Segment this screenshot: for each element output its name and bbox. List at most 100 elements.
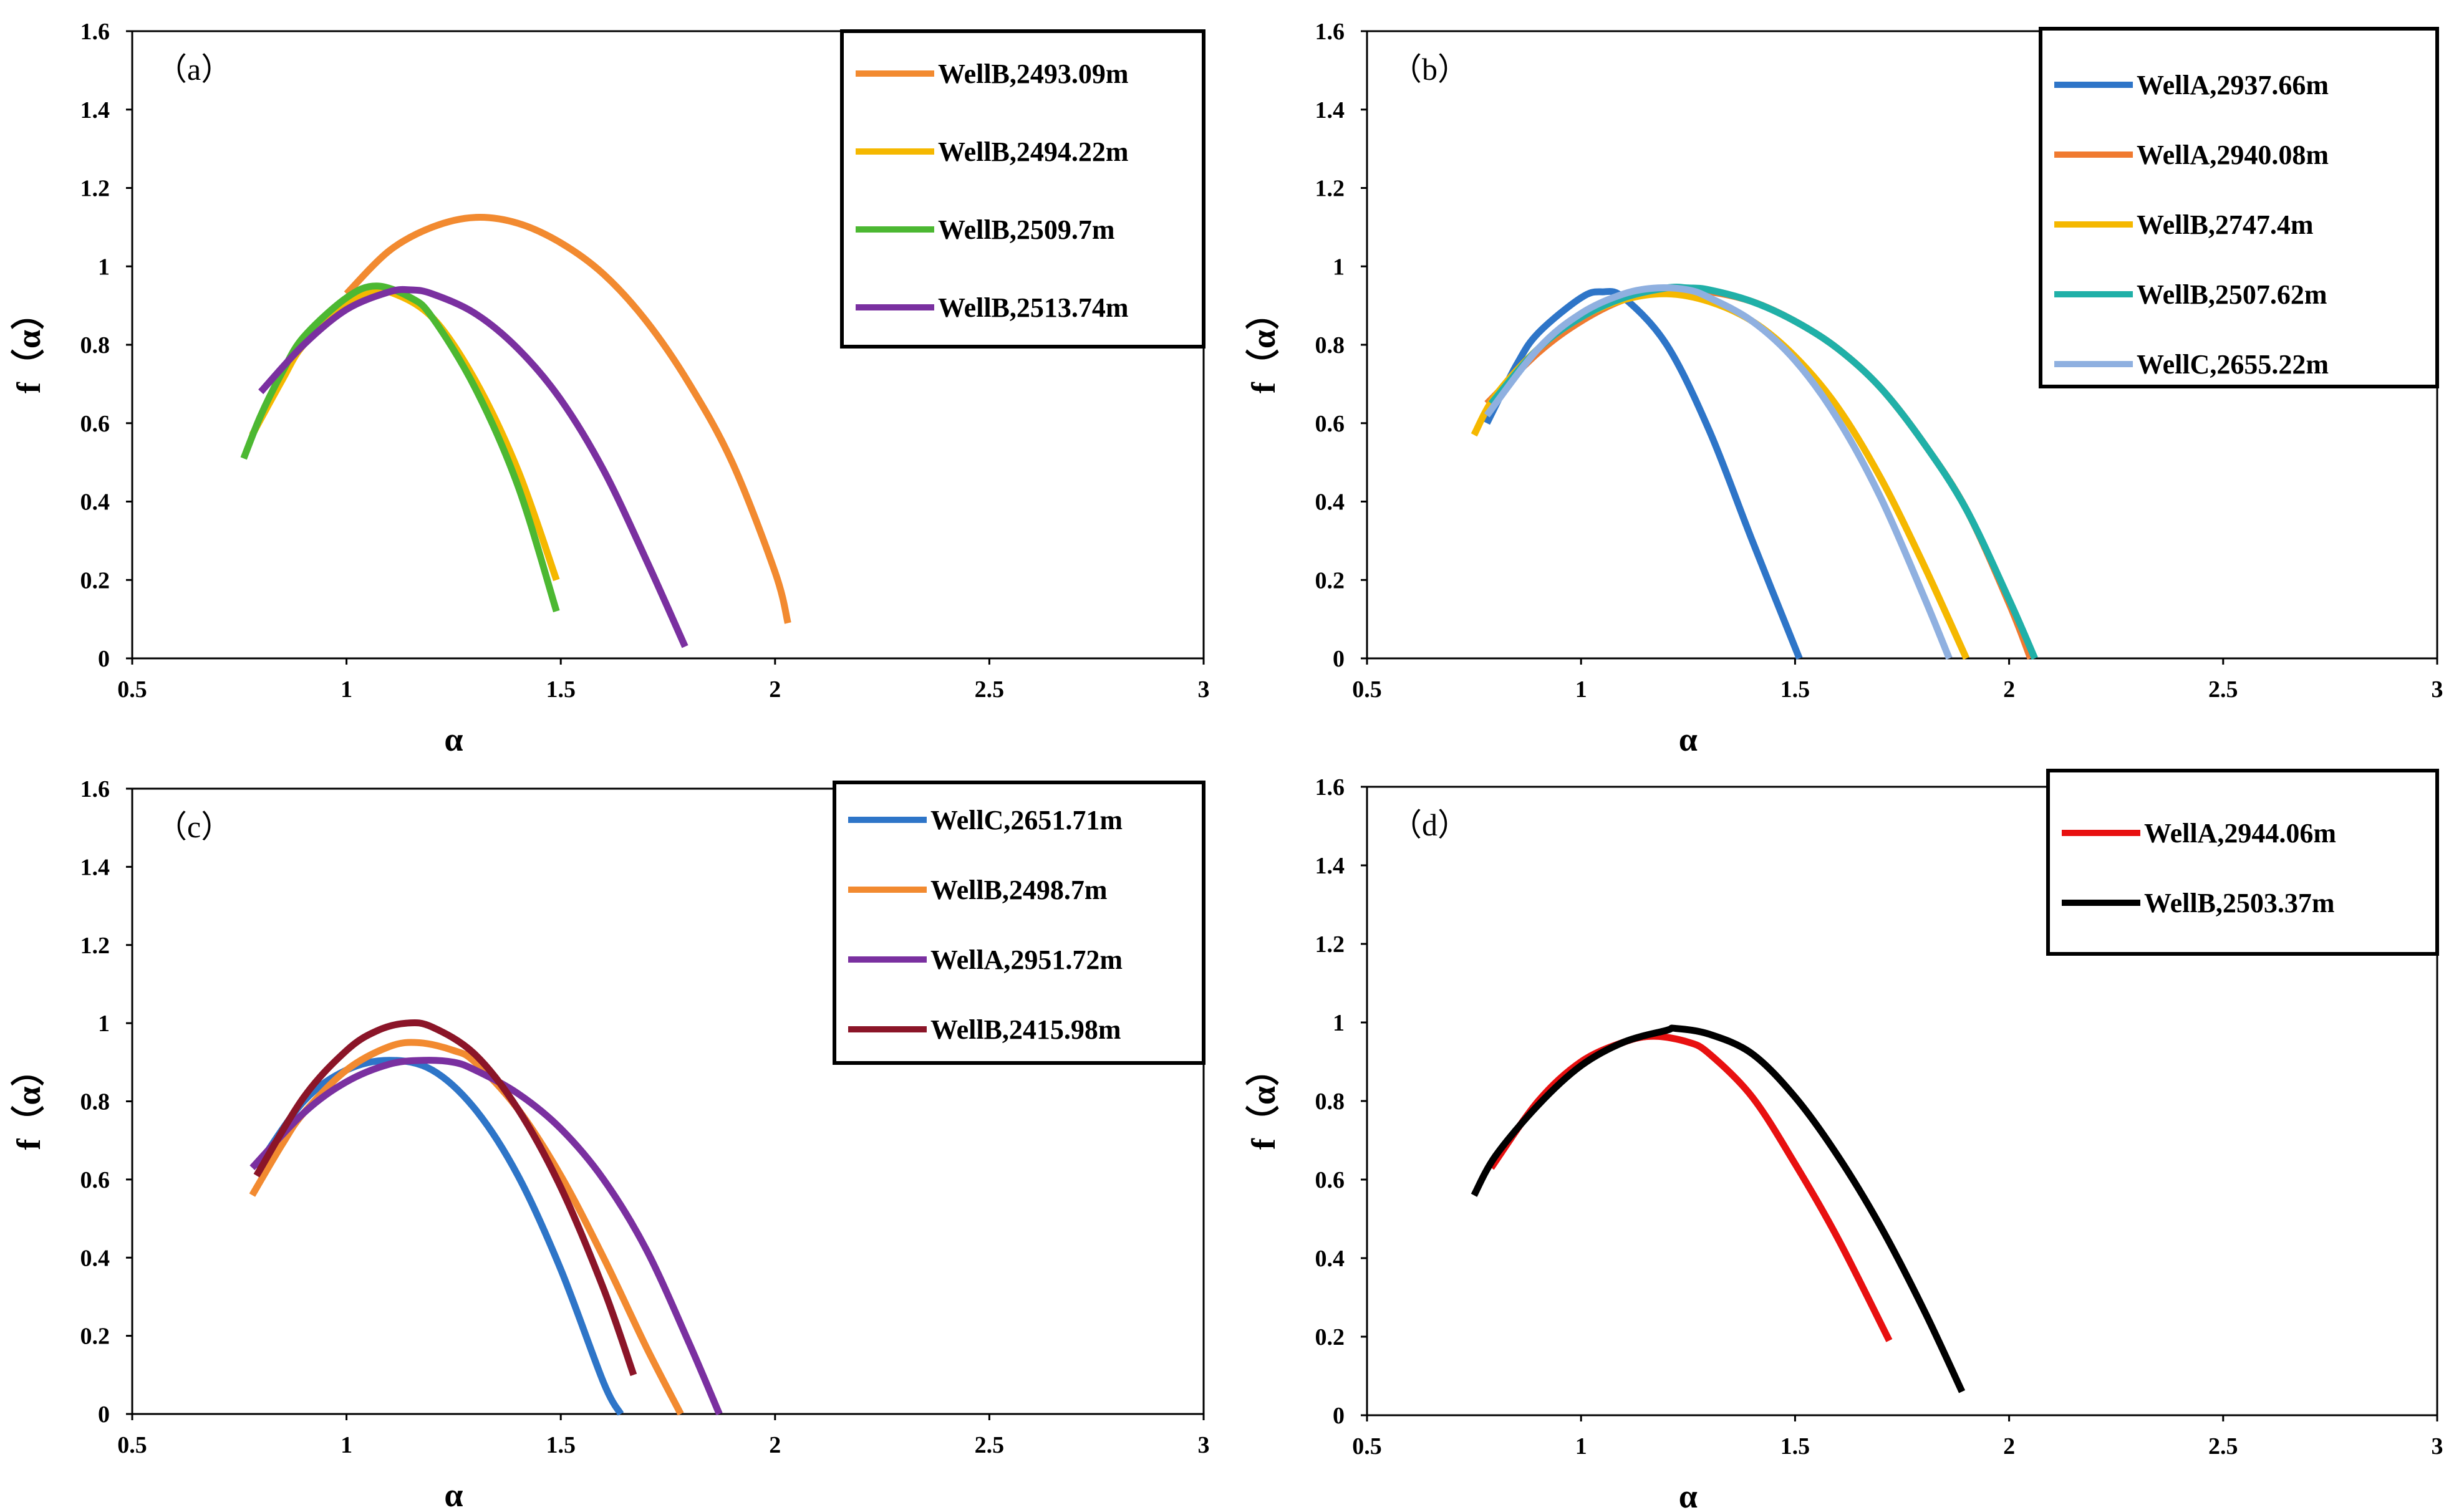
y-tick-label: 0.2 xyxy=(1315,567,1345,594)
x-tick-label: 2.5 xyxy=(975,676,1005,703)
legend-entry-label: WellB,2513.74m xyxy=(938,292,1129,323)
x-tick-label: 1.5 xyxy=(546,1432,576,1458)
x-tick-label: 0.5 xyxy=(1352,676,1382,703)
legend-entry-label: WellA,2937.66m xyxy=(2137,70,2329,100)
y-tick-label: 0.8 xyxy=(80,332,110,358)
legend-entry-label: WellA,2944.06m xyxy=(2144,818,2336,849)
x-tick-label: 2 xyxy=(769,1432,781,1458)
chart-panel: 0 0.2 0.4 0.6 0.8 1 1.2 1.4 1.6 0.5 1 1.5 2 2.5 3 α f（α）… xyxy=(10,19,1210,758)
series-line xyxy=(249,1057,723,1416)
y-tick-label: 1 xyxy=(1333,1010,1345,1036)
x-tick-label: 2 xyxy=(769,676,781,703)
legend: WellA,2937.66m WellA,2940.08m WellB,2747.4… xyxy=(2039,27,2439,388)
y-tick-label: 0 xyxy=(1333,646,1345,672)
legend-box xyxy=(2039,27,2439,388)
y-tick-label: 0 xyxy=(1333,1403,1345,1429)
x-tick-label: 1.5 xyxy=(546,676,576,703)
y-tick-label: 0.2 xyxy=(80,1324,110,1350)
chart-panel: 0 0.2 0.4 0.6 0.8 1 1.2 1.4 1.6 0.5 1 1.5 2 2.5 3 α f（α）… xyxy=(1245,769,2443,1510)
y-tick-label: 0 xyxy=(98,646,110,672)
y-axis-label: f（α） xyxy=(1245,1052,1282,1150)
y-tick-label: 0.2 xyxy=(80,567,110,594)
y-tick-label: 0.8 xyxy=(80,1089,110,1115)
y-tick-label: 1.6 xyxy=(80,776,110,802)
legend-entry-label: WellB,2494.22m xyxy=(938,137,1129,167)
y-tick-label: 0.6 xyxy=(1315,411,1345,437)
legend-entry-label: WellB,2415.98m xyxy=(930,1014,1121,1045)
y-tick-label: 1.2 xyxy=(80,933,110,959)
x-tick-label: 3 xyxy=(1198,1432,1210,1458)
x-axis-label: α xyxy=(1679,721,1698,758)
series-line xyxy=(253,1019,637,1377)
legend-entry-label: WellA,2951.72m xyxy=(930,945,1123,975)
x-tick-label: 3 xyxy=(2432,1433,2443,1460)
x-tick-label: 3 xyxy=(2432,676,2443,703)
legend-entry-label: WellB,2503.37m xyxy=(2144,888,2335,918)
x-tick-label: 3 xyxy=(1198,676,1210,703)
y-tick-label: 0.4 xyxy=(80,1245,110,1271)
y-axis-label: f（α） xyxy=(1245,296,1282,393)
series-line xyxy=(1471,1024,1966,1393)
y-tick-label: 0.6 xyxy=(1315,1167,1345,1193)
panel-label: （c） xyxy=(156,809,232,844)
x-tick-label: 1.5 xyxy=(1780,1433,1810,1460)
legend-box xyxy=(840,29,1205,349)
series-line xyxy=(258,286,688,648)
y-tick-label: 1.4 xyxy=(1315,97,1345,123)
y-tick-label: 0.2 xyxy=(1315,1324,1345,1350)
panel-label: （b） xyxy=(1391,52,1469,87)
series-line xyxy=(253,1057,624,1416)
series-line xyxy=(1488,284,2038,660)
panel-label: （d） xyxy=(1391,807,1469,842)
x-axis-label: α xyxy=(1679,1478,1698,1510)
y-tick-label: 1.6 xyxy=(80,19,110,45)
y-tick-label: 1.2 xyxy=(80,176,110,202)
y-tick-label: 1.4 xyxy=(80,97,110,123)
y-tick-label: 0.4 xyxy=(80,489,110,516)
panel-label: （a） xyxy=(156,52,232,87)
y-tick-label: 0.8 xyxy=(1315,1089,1345,1115)
y-tick-label: 1.6 xyxy=(1315,774,1345,801)
x-axis-label: α xyxy=(444,721,463,758)
series-line xyxy=(1484,287,1803,660)
y-tick-label: 1.6 xyxy=(1315,19,1345,45)
legend: WellB,2493.09m WellB,2494.22m WellB,2509.7… xyxy=(840,29,1205,349)
legend-entry-label: WellB,2498.7m xyxy=(930,875,1108,905)
x-tick-label: 1 xyxy=(1575,1433,1587,1460)
x-tick-label: 0.5 xyxy=(1352,1433,1382,1460)
y-tick-label: 1.4 xyxy=(80,854,110,880)
x-tick-label: 0.5 xyxy=(117,1432,147,1458)
x-tick-label: 2.5 xyxy=(2208,676,2238,703)
series-line xyxy=(249,286,560,582)
legend-entry-label: WellC,2651.71m xyxy=(930,805,1123,835)
legend: WellA,2944.06m WellB,2503.37m xyxy=(2046,769,2439,956)
y-axis-label: f（α） xyxy=(10,296,47,393)
y-tick-label: 0.4 xyxy=(1315,1246,1345,1272)
y-tick-label: 1.2 xyxy=(1315,176,1345,202)
legend-entry-label: WellC,2655.22m xyxy=(2137,349,2329,380)
legend-entry-label: WellB,2509.7m xyxy=(938,214,1115,245)
y-tick-label: 0.6 xyxy=(80,1167,110,1193)
legend-entry-label: WellB,2507.62m xyxy=(2137,279,2327,310)
y-tick-label: 1.2 xyxy=(1315,931,1345,958)
x-tick-label: 2 xyxy=(2003,1433,2015,1460)
legend-entry-label: WellB,2747.4m xyxy=(2137,209,2314,240)
x-tick-label: 2 xyxy=(2003,676,2015,703)
x-tick-label: 0.5 xyxy=(117,676,147,703)
y-tick-label: 1.4 xyxy=(1315,853,1345,879)
legend-box xyxy=(2046,769,2439,956)
series-line xyxy=(1484,284,1953,660)
legend-entry-label: WellA,2940.08m xyxy=(2137,140,2329,170)
y-tick-label: 0.8 xyxy=(1315,332,1345,358)
x-tick-label: 2.5 xyxy=(2208,1433,2238,1460)
x-tick-label: 1 xyxy=(341,1432,352,1458)
x-tick-label: 1 xyxy=(1575,676,1587,703)
y-tick-label: 0 xyxy=(98,1402,110,1428)
y-axis-label: f（α） xyxy=(10,1052,47,1150)
chart-panel: 0 0.2 0.4 0.6 0.8 1 1.2 1.4 1.6 0.5 1 1.5 2 2.5 3 α f（α）… xyxy=(1245,19,2443,758)
x-tick-label: 1.5 xyxy=(1780,676,1810,703)
x-tick-label: 1 xyxy=(341,676,352,703)
legend: WellC,2651.71m WellB,2498.7m WellA,2951.72… xyxy=(833,781,1205,1065)
chart-panel: 0 0.2 0.4 0.6 0.8 1 1.2 1.4 1.6 0.5 1 1.5 2 2.5 3 α f（α）… xyxy=(10,776,1210,1510)
legend-entry-label: WellB,2493.09m xyxy=(938,59,1129,89)
